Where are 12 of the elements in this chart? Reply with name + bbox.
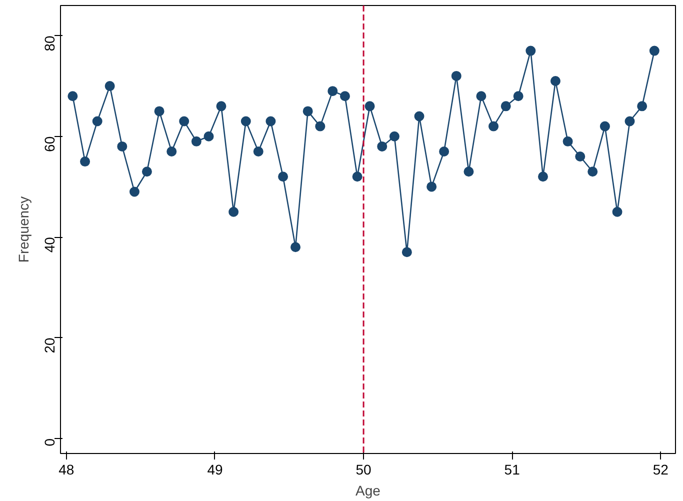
y-tick-label: 20 [42,338,58,354]
x-tick-label: 51 [504,462,520,478]
y-axis-title: Frequency [16,196,32,263]
y-tick-label: 0 [42,438,58,446]
y-tick-label: 80 [42,35,58,52]
y-tick-label: 60 [42,136,58,152]
x-tick-label: 52 [652,462,669,478]
y-tick-label: 40 [42,236,58,253]
x-tick-label: 48 [58,462,74,478]
x-tick-label: 49 [207,462,223,478]
x-tick-label: 50 [356,462,372,478]
x-axis-title: Age [356,482,381,498]
